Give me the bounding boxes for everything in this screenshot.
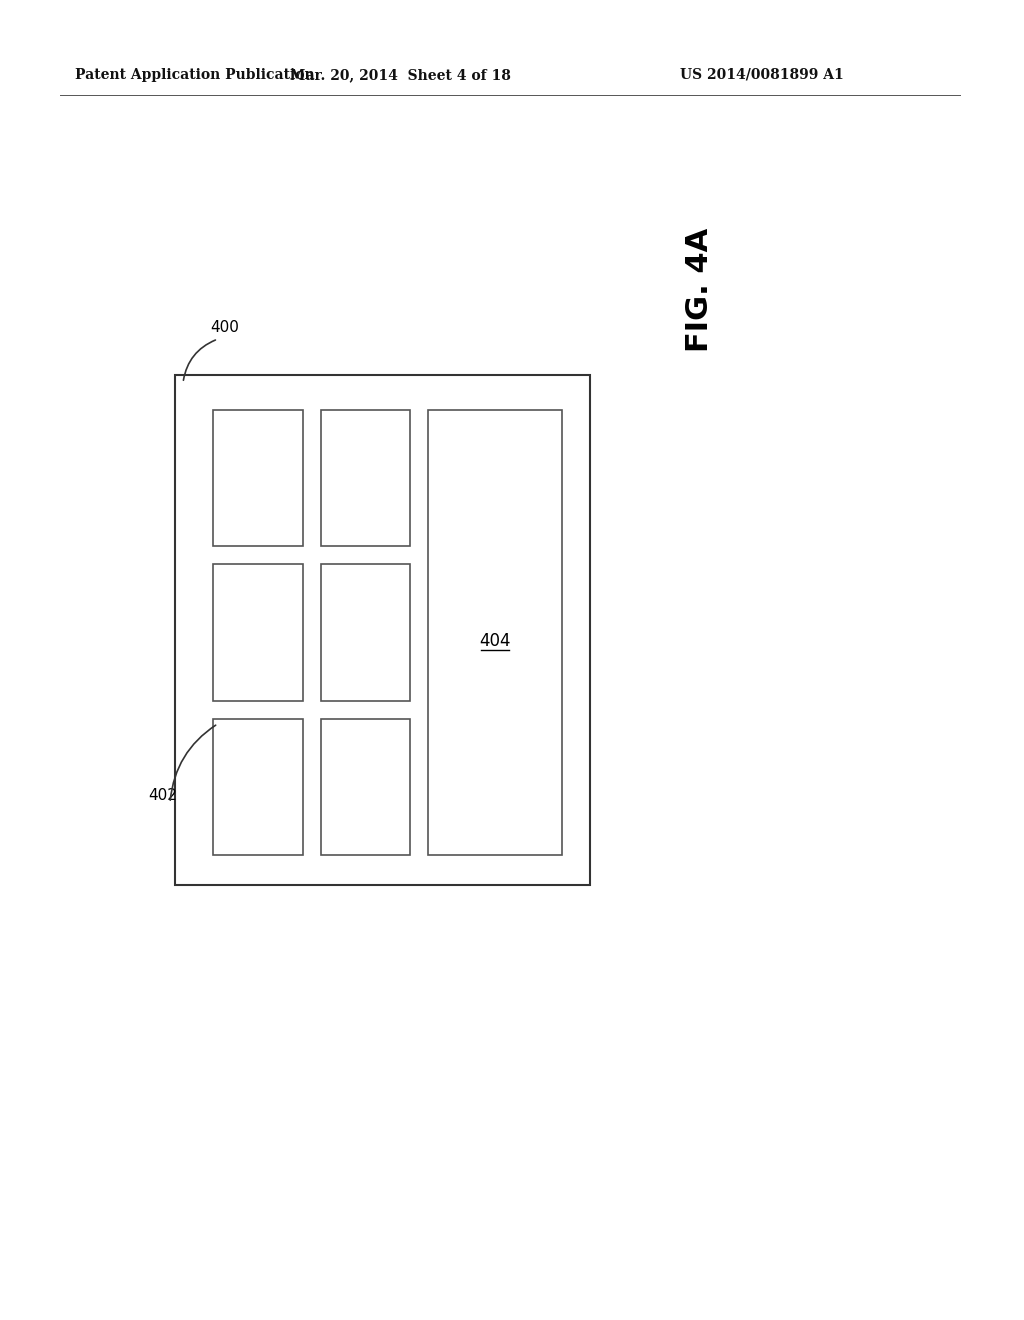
- Text: 402: 402: [148, 788, 177, 803]
- Bar: [175, 375, 590, 884]
- Text: 400: 400: [210, 319, 239, 335]
- Bar: [213, 565, 303, 701]
- Text: 404: 404: [479, 632, 511, 651]
- Bar: [213, 718, 303, 855]
- Text: Patent Application Publication: Patent Application Publication: [75, 69, 314, 82]
- Bar: [321, 718, 411, 855]
- Bar: [428, 411, 562, 855]
- Text: Mar. 20, 2014  Sheet 4 of 18: Mar. 20, 2014 Sheet 4 of 18: [290, 69, 510, 82]
- Bar: [321, 411, 411, 546]
- Bar: [321, 565, 411, 701]
- Bar: [213, 411, 303, 546]
- Text: FIG. 4A: FIG. 4A: [685, 228, 715, 352]
- Text: US 2014/0081899 A1: US 2014/0081899 A1: [680, 69, 844, 82]
